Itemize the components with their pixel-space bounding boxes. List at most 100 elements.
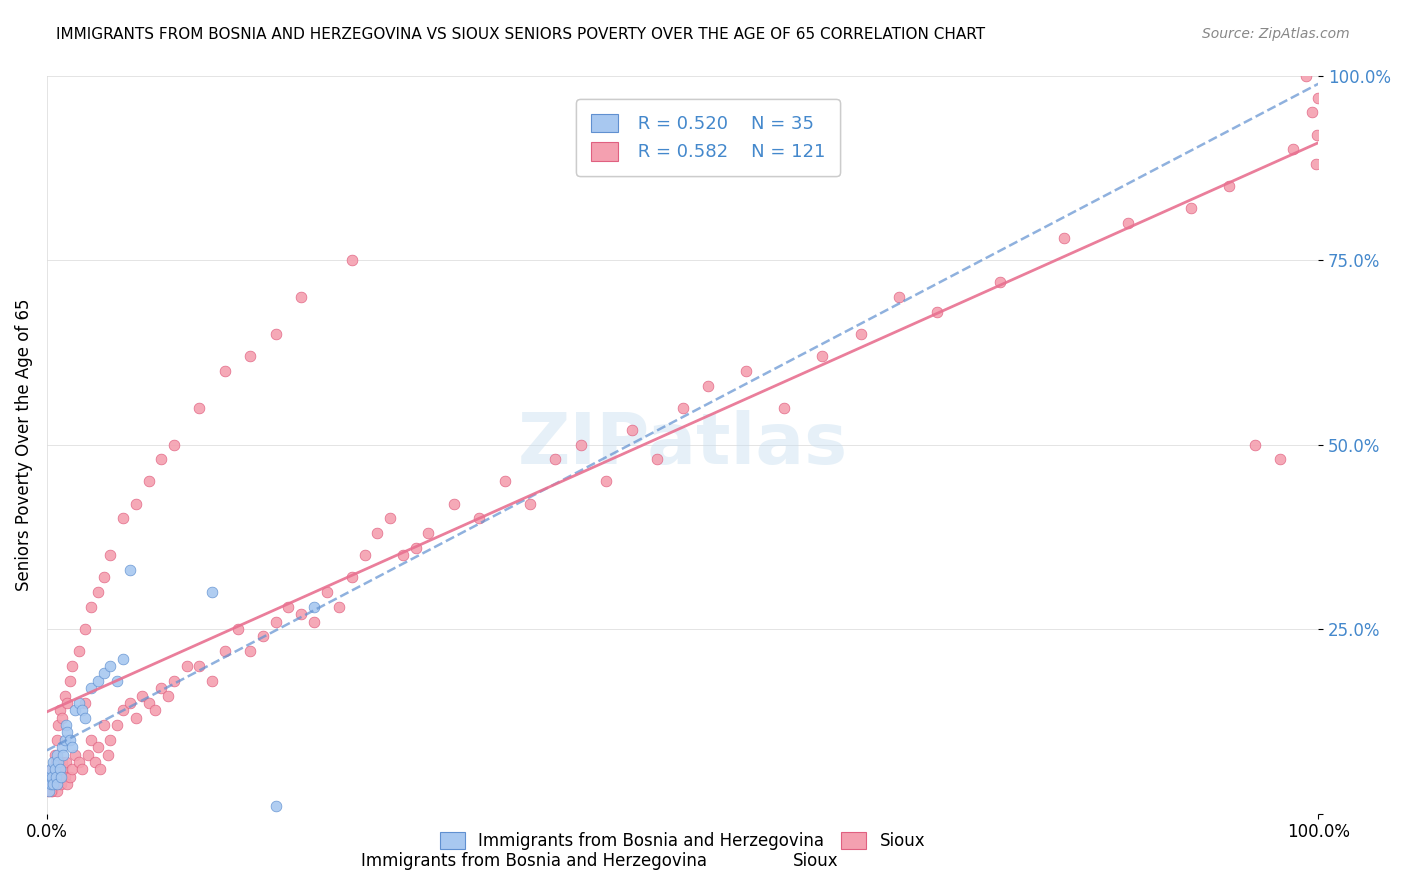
Point (1268, 452, 1291, 467)
Point (1301, 105, 1323, 120)
Point (392, 549, 415, 563)
Point (773, 401, 796, 415)
Point (87, 673, 110, 688)
Point (51, 755, 73, 769)
Point (1180, 202, 1202, 216)
Point (76, 747, 98, 762)
Point (188, 659, 211, 673)
Point (105, 718, 128, 732)
Point (60, 659, 83, 673)
Point (93, 666, 115, 681)
Point (59, 732, 82, 747)
Point (887, 290, 910, 304)
Legend:  R = 0.520    N = 35,  R = 0.582    N = 121: R = 0.520 N = 35, R = 0.582 N = 121 (576, 99, 839, 176)
Point (214, 644, 236, 658)
Point (53, 770, 76, 784)
Point (1305, 157, 1327, 171)
Point (340, 570, 363, 584)
Point (44, 747, 66, 762)
Point (138, 475, 160, 489)
Point (44, 762, 66, 776)
Point (93, 570, 115, 584)
Point (46, 718, 69, 732)
Point (1116, 216, 1139, 230)
Point (1306, 128, 1329, 142)
Point (1053, 231, 1076, 245)
Point (118, 563, 141, 577)
Point (46, 747, 69, 762)
Point (73, 711, 96, 725)
Point (80, 732, 103, 747)
Text: Immigrants from Bosnia and Herzegovina: Immigrants from Bosnia and Herzegovina (361, 852, 707, 870)
Point (252, 630, 274, 644)
Point (163, 673, 186, 688)
Point (48, 770, 70, 784)
Text: ZIPatlas: ZIPatlas (517, 410, 848, 479)
Point (45, 770, 67, 784)
Point (72, 762, 94, 776)
Point (443, 497, 465, 511)
Point (201, 673, 224, 688)
Point (60, 762, 83, 776)
Point (125, 497, 148, 511)
Point (45, 755, 67, 769)
Point (87, 740, 110, 755)
Point (697, 378, 720, 392)
Point (100, 732, 122, 747)
Point (645, 452, 668, 467)
Point (620, 423, 643, 437)
Point (73, 696, 96, 710)
Point (87, 585, 110, 599)
Point (46, 732, 69, 747)
Point (226, 622, 249, 636)
Point (494, 475, 516, 489)
Point (59, 673, 82, 688)
Point (519, 497, 541, 511)
Point (51, 740, 73, 755)
Point (302, 615, 325, 629)
Point (44, 770, 66, 784)
Point (80, 599, 103, 614)
Point (55, 755, 77, 769)
Point (405, 541, 427, 555)
Point (214, 364, 236, 378)
Point (340, 253, 363, 268)
Point (105, 673, 128, 688)
Point (1243, 437, 1265, 451)
Point (544, 452, 567, 467)
Point (671, 401, 693, 415)
Point (55, 718, 77, 732)
Point (1282, 142, 1305, 156)
Point (67, 696, 90, 710)
Point (38, 784, 60, 798)
Point (38, 777, 60, 791)
Point (41, 784, 63, 798)
Point (239, 644, 262, 658)
Point (56, 696, 79, 710)
Point (138, 696, 160, 710)
Point (125, 711, 148, 725)
Point (42, 777, 65, 791)
Point (37, 784, 59, 798)
Point (41, 770, 63, 784)
Point (48, 703, 70, 717)
Point (156, 689, 179, 703)
Point (56, 777, 79, 791)
Point (290, 290, 312, 304)
Point (51, 711, 73, 725)
Point (89, 762, 111, 776)
Point (1295, 69, 1317, 83)
Point (264, 799, 287, 814)
Point (112, 511, 135, 525)
Point (277, 599, 299, 614)
Point (302, 599, 325, 614)
Point (290, 607, 312, 622)
Point (63, 703, 86, 717)
Point (100, 549, 122, 563)
Point (46, 755, 69, 769)
Point (93, 718, 115, 732)
Point (63, 747, 86, 762)
Point (468, 511, 491, 525)
Point (201, 585, 224, 599)
Point (315, 585, 337, 599)
